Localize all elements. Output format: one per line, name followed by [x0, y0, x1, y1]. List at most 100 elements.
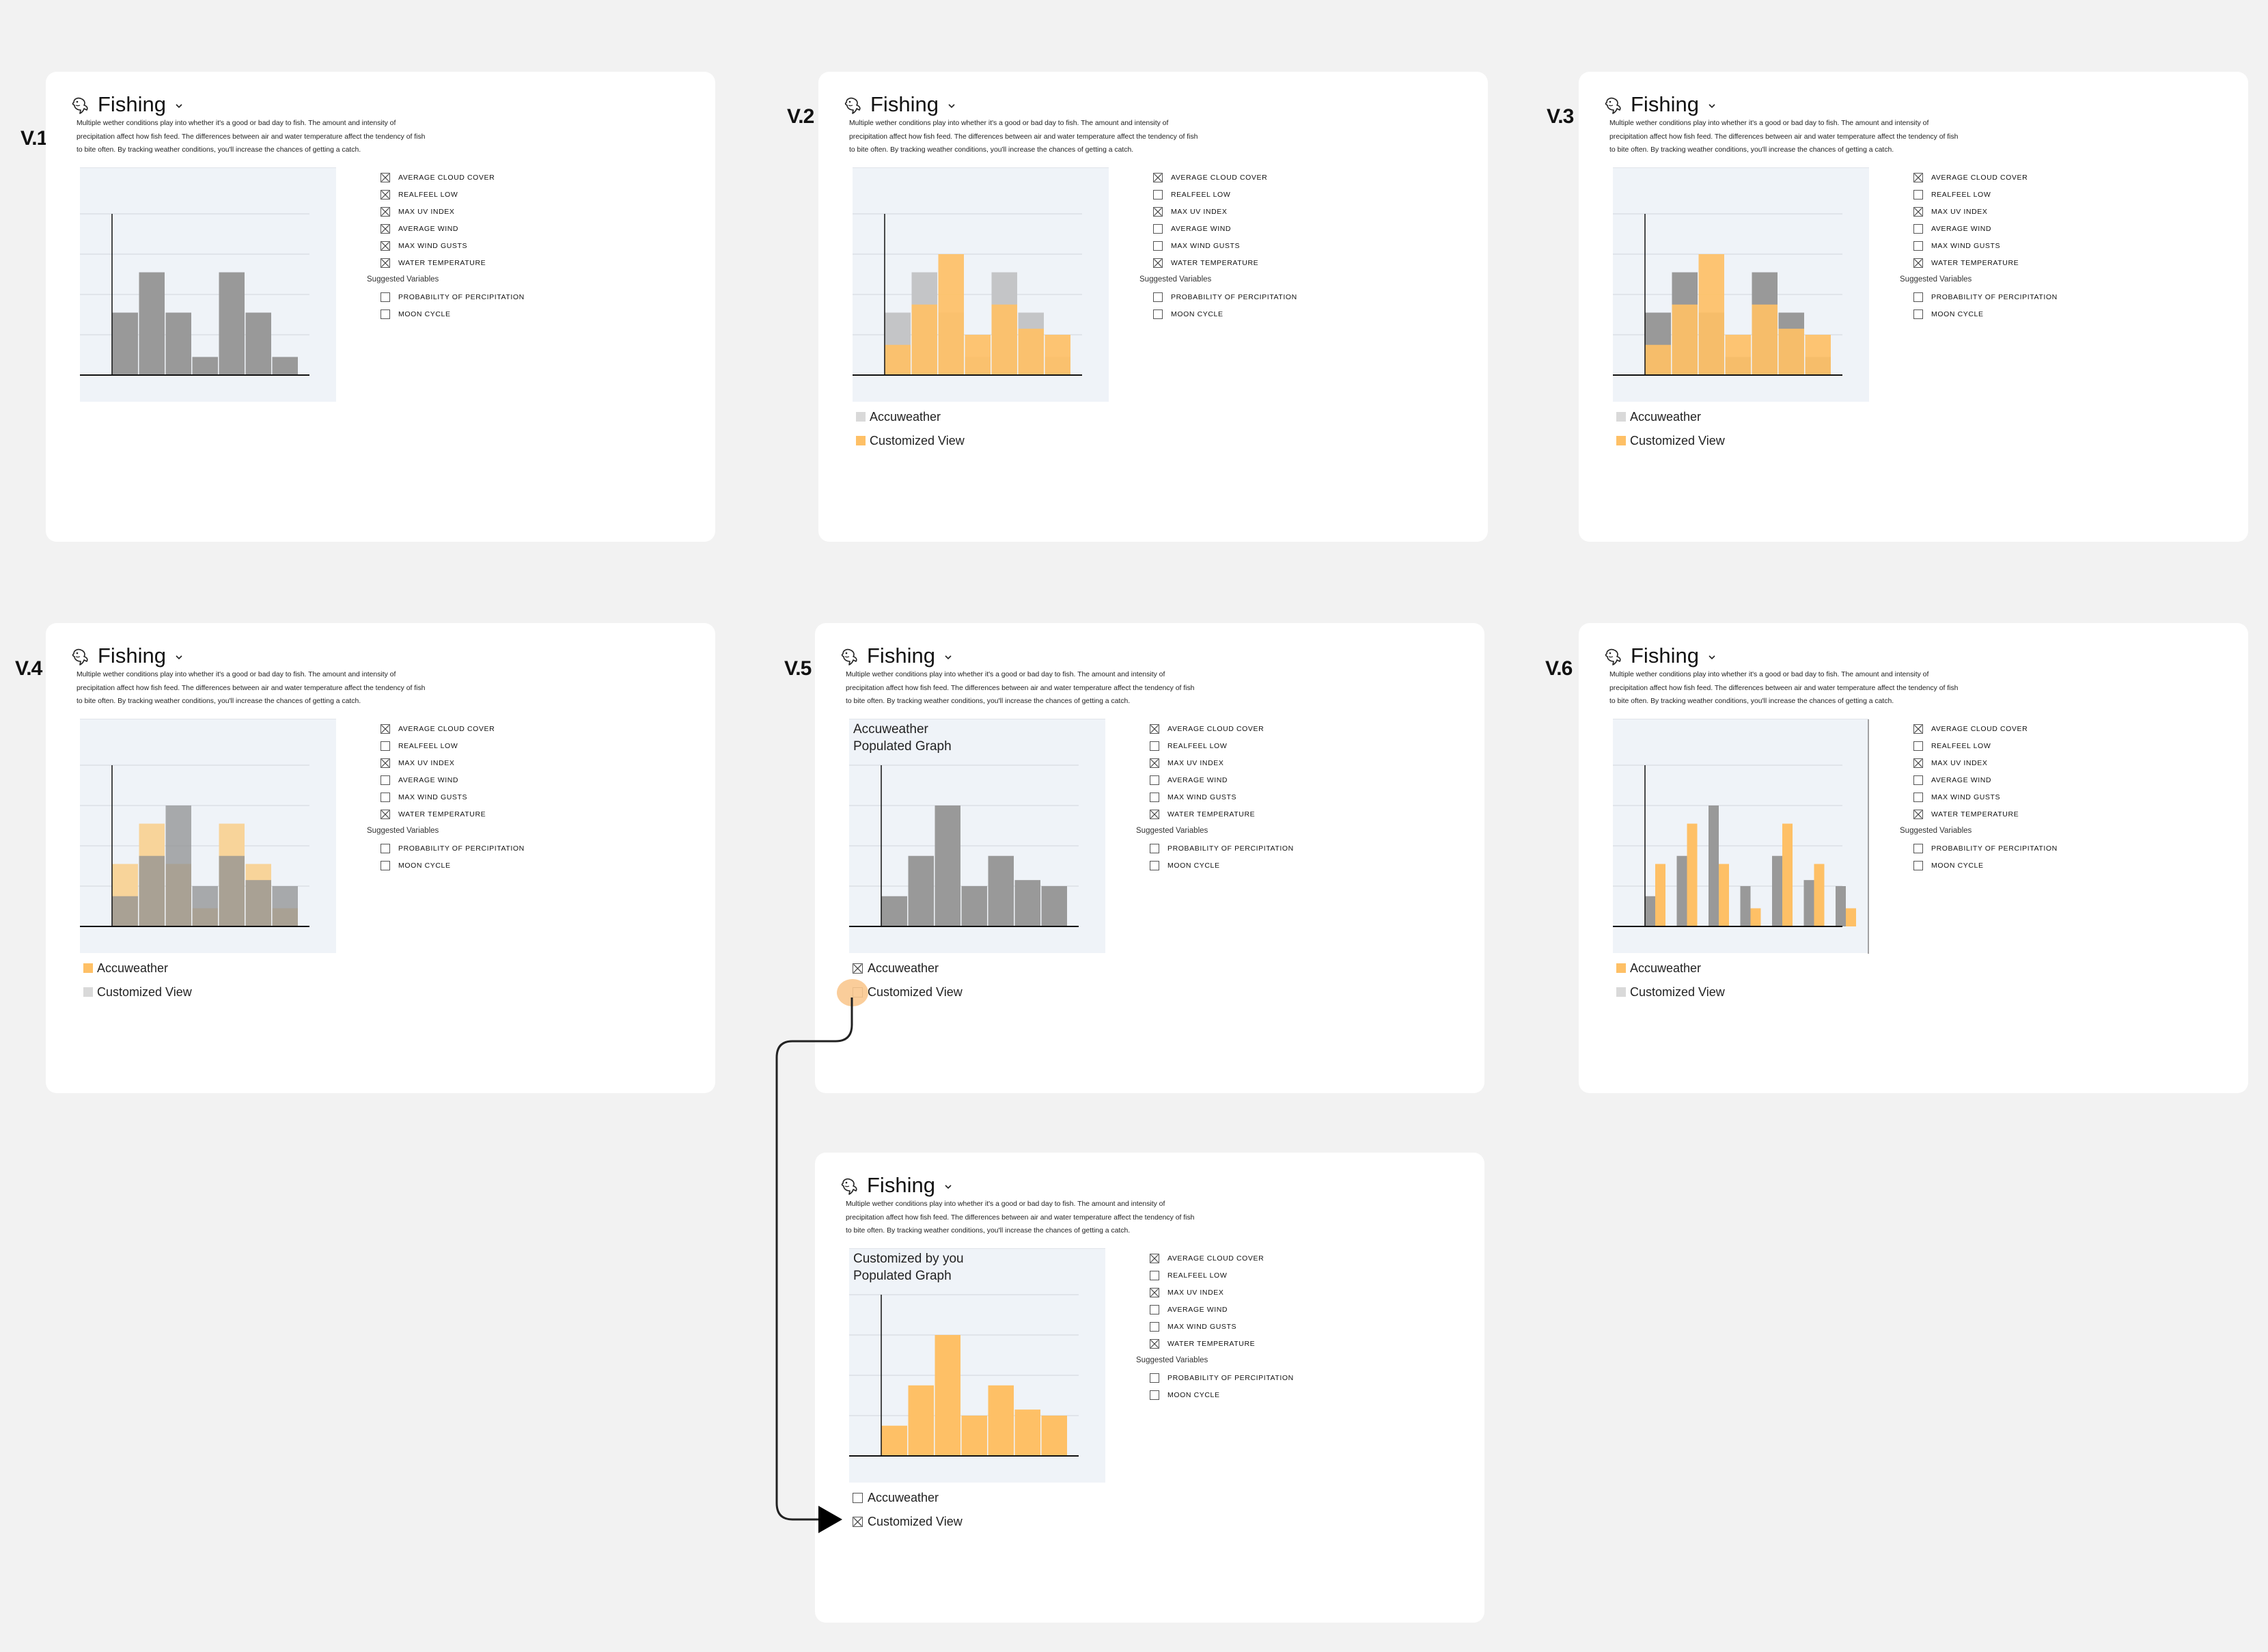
- checkbox[interactable]: [1913, 724, 1923, 734]
- checkbox[interactable]: [1150, 1305, 1159, 1314]
- variable-checkbox-item[interactable]: AVERAGE CLOUD COVER: [1150, 1253, 1264, 1264]
- variable-checkbox-item[interactable]: AVERAGE CLOUD COVER: [381, 172, 495, 183]
- suggested-checkbox-item[interactable]: MOON CYCLE: [1150, 1390, 1220, 1401]
- checkbox[interactable]: [381, 241, 390, 251]
- variable-checkbox-item[interactable]: AVERAGE WIND: [1150, 1304, 1228, 1315]
- checkbox[interactable]: [1913, 810, 1923, 819]
- checkbox[interactable]: [1913, 207, 1923, 217]
- checkbox[interactable]: [381, 741, 390, 751]
- variable-checkbox-item[interactable]: REALFEEL LOW: [1913, 189, 1991, 200]
- variable-checkbox-item[interactable]: WATER TEMPERATURE: [1913, 258, 2019, 269]
- suggested-checkbox-item[interactable]: PROBABILITY OF PERCIPITATION: [1153, 292, 1297, 303]
- chevron-down-icon[interactable]: [947, 101, 956, 111]
- variable-checkbox-item[interactable]: MAX WIND GUSTS: [381, 240, 467, 251]
- variable-checkbox-item[interactable]: AVERAGE CLOUD COVER: [381, 724, 495, 734]
- card-header[interactable]: Fishing: [1603, 88, 1717, 121]
- card-header[interactable]: Fishing: [70, 639, 184, 672]
- checkbox[interactable]: [1150, 1288, 1159, 1297]
- variable-checkbox-item[interactable]: WATER TEMPERATURE: [1150, 1338, 1255, 1349]
- variable-checkbox-item[interactable]: WATER TEMPERATURE: [1150, 809, 1255, 820]
- checkbox[interactable]: [1153, 207, 1163, 217]
- checkbox[interactable]: [1150, 1271, 1159, 1280]
- variable-checkbox-item[interactable]: MAX UV INDEX: [381, 758, 454, 769]
- variable-checkbox-item[interactable]: WATER TEMPERATURE: [381, 258, 486, 269]
- variable-checkbox-item[interactable]: REALFEEL LOW: [381, 189, 458, 200]
- variable-checkbox-item[interactable]: MAX WIND GUSTS: [1153, 240, 1240, 251]
- suggested-checkbox-item[interactable]: PROBABILITY OF PERCIPITATION: [1150, 843, 1294, 854]
- legend-checkbox[interactable]: [853, 1492, 863, 1503]
- suggested-checkbox-item[interactable]: MOON CYCLE: [1153, 309, 1223, 320]
- suggested-checkbox-item[interactable]: MOON CYCLE: [1913, 860, 1984, 871]
- checkbox[interactable]: [1913, 292, 1923, 302]
- variable-checkbox-item[interactable]: AVERAGE WIND: [1913, 775, 1991, 786]
- checkbox[interactable]: [381, 793, 390, 802]
- checkbox[interactable]: [1150, 861, 1159, 870]
- checkbox[interactable]: [381, 844, 390, 853]
- variable-checkbox-item[interactable]: MAX UV INDEX: [1150, 758, 1223, 769]
- suggested-checkbox-item[interactable]: PROBABILITY OF PERCIPITATION: [1913, 292, 2058, 303]
- checkbox[interactable]: [1150, 758, 1159, 768]
- variable-checkbox-item[interactable]: MAX UV INDEX: [381, 206, 454, 217]
- variable-checkbox-item[interactable]: AVERAGE WIND: [1913, 223, 1991, 234]
- checkbox[interactable]: [1150, 1339, 1159, 1349]
- variable-checkbox-item[interactable]: REALFEEL LOW: [1153, 189, 1230, 200]
- chevron-down-icon[interactable]: [174, 101, 184, 111]
- checkbox[interactable]: [1913, 741, 1923, 751]
- chevron-down-icon[interactable]: [1707, 101, 1717, 111]
- checkbox[interactable]: [381, 810, 390, 819]
- legend-toggle[interactable]: Accuweather: [853, 961, 939, 976]
- variable-checkbox-item[interactable]: MAX UV INDEX: [1913, 758, 1987, 769]
- checkbox[interactable]: [1150, 741, 1159, 751]
- suggested-checkbox-item[interactable]: PROBABILITY OF PERCIPITATION: [381, 843, 525, 854]
- variable-checkbox-item[interactable]: MAX WIND GUSTS: [1150, 792, 1236, 803]
- checkbox[interactable]: [381, 207, 390, 217]
- variable-checkbox-item[interactable]: AVERAGE WIND: [381, 775, 458, 786]
- checkbox[interactable]: [1913, 258, 1923, 268]
- checkbox[interactable]: [1153, 292, 1163, 302]
- checkbox[interactable]: [1150, 1390, 1159, 1400]
- checkbox[interactable]: [1913, 844, 1923, 853]
- checkbox[interactable]: [1913, 173, 1923, 182]
- checkbox[interactable]: [381, 190, 390, 199]
- variable-checkbox-item[interactable]: MAX WIND GUSTS: [381, 792, 467, 803]
- checkbox[interactable]: [381, 224, 390, 234]
- checkbox[interactable]: [1153, 309, 1163, 319]
- variable-checkbox-item[interactable]: AVERAGE WIND: [1150, 775, 1228, 786]
- suggested-checkbox-item[interactable]: MOON CYCLE: [381, 309, 451, 320]
- variable-checkbox-item[interactable]: WATER TEMPERATURE: [1153, 258, 1258, 269]
- checkbox[interactable]: [1913, 241, 1923, 251]
- checkbox[interactable]: [1150, 810, 1159, 819]
- variable-checkbox-item[interactable]: REALFEEL LOW: [381, 741, 458, 752]
- checkbox[interactable]: [1153, 190, 1163, 199]
- suggested-checkbox-item[interactable]: MOON CYCLE: [1913, 309, 1984, 320]
- variable-checkbox-item[interactable]: MAX WIND GUSTS: [1150, 1321, 1236, 1332]
- checkbox[interactable]: [1913, 861, 1923, 870]
- checkbox[interactable]: [1150, 793, 1159, 802]
- variable-checkbox-item[interactable]: AVERAGE WIND: [381, 223, 458, 234]
- variable-checkbox-item[interactable]: WATER TEMPERATURE: [381, 809, 486, 820]
- suggested-checkbox-item[interactable]: PROBABILITY OF PERCIPITATION: [1150, 1373, 1294, 1383]
- checkbox[interactable]: [381, 861, 390, 870]
- checkbox[interactable]: [1153, 173, 1163, 182]
- variable-checkbox-item[interactable]: AVERAGE CLOUD COVER: [1150, 724, 1264, 734]
- checkbox[interactable]: [381, 758, 390, 768]
- checkbox[interactable]: [1913, 224, 1923, 234]
- card-header[interactable]: Fishing: [840, 1169, 953, 1202]
- variable-checkbox-item[interactable]: REALFEEL LOW: [1913, 741, 1991, 752]
- variable-checkbox-item[interactable]: REALFEEL LOW: [1150, 1270, 1227, 1281]
- checkbox[interactable]: [1153, 258, 1163, 268]
- checkbox[interactable]: [1913, 190, 1923, 199]
- chevron-down-icon[interactable]: [943, 1182, 953, 1192]
- checkbox[interactable]: [381, 292, 390, 302]
- checkbox[interactable]: [1913, 309, 1923, 319]
- checkbox[interactable]: [1153, 224, 1163, 234]
- variable-checkbox-item[interactable]: MAX UV INDEX: [1153, 206, 1227, 217]
- card-header[interactable]: Fishing: [1603, 639, 1717, 672]
- variable-checkbox-item[interactable]: MAX UV INDEX: [1150, 1287, 1223, 1298]
- card-header[interactable]: Fishing: [840, 639, 953, 672]
- checkbox[interactable]: [381, 724, 390, 734]
- checkbox[interactable]: [1150, 724, 1159, 734]
- checkbox[interactable]: [1913, 793, 1923, 802]
- checkbox[interactable]: [1913, 758, 1923, 768]
- chevron-down-icon[interactable]: [174, 652, 184, 662]
